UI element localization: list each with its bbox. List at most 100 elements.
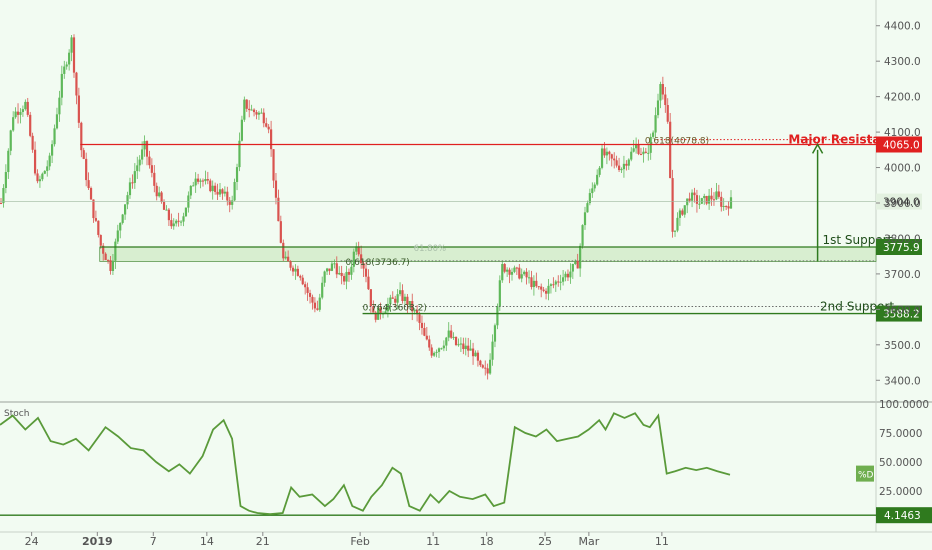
candle-body xyxy=(199,180,202,182)
candle-body xyxy=(676,217,679,231)
candle-body xyxy=(65,64,68,67)
stoch-tick-label: 100.0000 xyxy=(879,399,929,411)
candle-body xyxy=(192,185,195,187)
candle-body xyxy=(350,266,353,275)
candle-body xyxy=(476,352,480,361)
candle-body xyxy=(372,306,375,313)
candle-body xyxy=(267,126,270,130)
candle-body xyxy=(51,144,54,156)
candle-body xyxy=(688,198,691,201)
candle-body xyxy=(656,100,660,116)
price-levels: 3904.0 0.618(4078.8) Major Resistance4065.… xyxy=(0,133,922,322)
price-tick-label: 4300.0 xyxy=(884,56,921,68)
stoch-title: Stoch xyxy=(4,409,29,419)
candle-body xyxy=(401,290,404,301)
faint-fib-label: 61.80% xyxy=(414,244,446,254)
candle-body xyxy=(179,221,183,223)
candle-body xyxy=(136,165,139,172)
candle-body xyxy=(622,163,626,170)
candle-body xyxy=(184,207,188,217)
candle-body xyxy=(598,167,601,175)
candle-body xyxy=(576,260,579,269)
support-1-label: 1st Support xyxy=(822,233,892,247)
candle-body xyxy=(471,348,475,357)
candle-body xyxy=(119,222,122,231)
candle-body xyxy=(223,191,226,194)
candle-body xyxy=(525,271,528,278)
candle-body xyxy=(177,220,180,222)
candle-body xyxy=(31,135,34,150)
time-tick-label: 2019 xyxy=(82,535,113,548)
candle-body xyxy=(333,263,336,265)
candle-body xyxy=(474,352,477,357)
time-tick-label: 24 xyxy=(25,535,39,548)
candle-body xyxy=(194,178,197,186)
support-1-badge xyxy=(876,238,922,255)
candle-body xyxy=(235,167,239,182)
candle-body xyxy=(396,294,399,303)
support-2-badge xyxy=(876,305,922,322)
candle-body xyxy=(362,263,365,269)
candle-body xyxy=(613,158,616,161)
candle-body xyxy=(664,94,667,106)
candle-body xyxy=(428,339,431,348)
candle-body xyxy=(0,203,3,204)
candle-body xyxy=(214,185,217,192)
candle-body xyxy=(683,205,686,215)
candle-body xyxy=(255,112,258,115)
time-tick-label: 21 xyxy=(256,535,270,548)
price-tick-label: 3400.0 xyxy=(884,375,921,387)
stoch-series-label: %D xyxy=(858,471,874,481)
candle-body xyxy=(270,129,273,150)
candle-body xyxy=(481,365,484,368)
candle-body xyxy=(605,151,608,156)
target-arrow-head xyxy=(811,142,824,154)
candle-body xyxy=(557,281,560,283)
candle-body xyxy=(72,37,76,73)
candle-body xyxy=(379,307,382,315)
candle-body xyxy=(279,221,282,243)
candle-body xyxy=(527,277,531,279)
time-tick-label: 25 xyxy=(538,535,552,548)
candle-body xyxy=(459,343,462,345)
candle-body xyxy=(416,310,419,315)
candle-body xyxy=(330,263,334,271)
candle-body xyxy=(12,117,15,131)
candle-body xyxy=(29,114,32,136)
resistance-value: 4065.0 xyxy=(883,140,920,152)
stoch-series-badge xyxy=(856,465,874,482)
support-2-label: 2nd Support xyxy=(820,300,894,314)
candle-body xyxy=(406,296,409,305)
candle-body xyxy=(615,160,618,166)
candle-body xyxy=(131,182,134,184)
candle-body xyxy=(216,191,219,195)
candle-body xyxy=(282,242,285,259)
candle-body xyxy=(603,148,606,156)
candle-body xyxy=(106,260,110,262)
support-1-fib-label: 0.618(3736.7) xyxy=(346,258,410,268)
candle-body xyxy=(669,121,672,179)
candle-body xyxy=(547,285,550,294)
candle-body xyxy=(9,130,12,151)
time-tick-label: 14 xyxy=(200,535,214,548)
candle-body xyxy=(454,336,458,345)
candle-body xyxy=(287,256,290,262)
candle-body xyxy=(60,73,63,98)
candle-body xyxy=(24,101,27,110)
candle-body xyxy=(167,209,170,221)
candle-body xyxy=(4,172,7,188)
candle-body xyxy=(712,199,716,201)
candle-body xyxy=(80,122,83,151)
candle-body xyxy=(644,151,647,153)
candle-body xyxy=(272,149,275,181)
candle-body xyxy=(347,271,351,275)
stoch-d-line xyxy=(0,412,731,516)
candle-body xyxy=(666,105,669,122)
candle-body xyxy=(182,216,185,222)
candle-body xyxy=(639,153,643,155)
candle-body xyxy=(462,343,465,350)
candle-body xyxy=(710,195,713,200)
candle-body xyxy=(493,325,497,342)
candle-body xyxy=(717,191,720,197)
